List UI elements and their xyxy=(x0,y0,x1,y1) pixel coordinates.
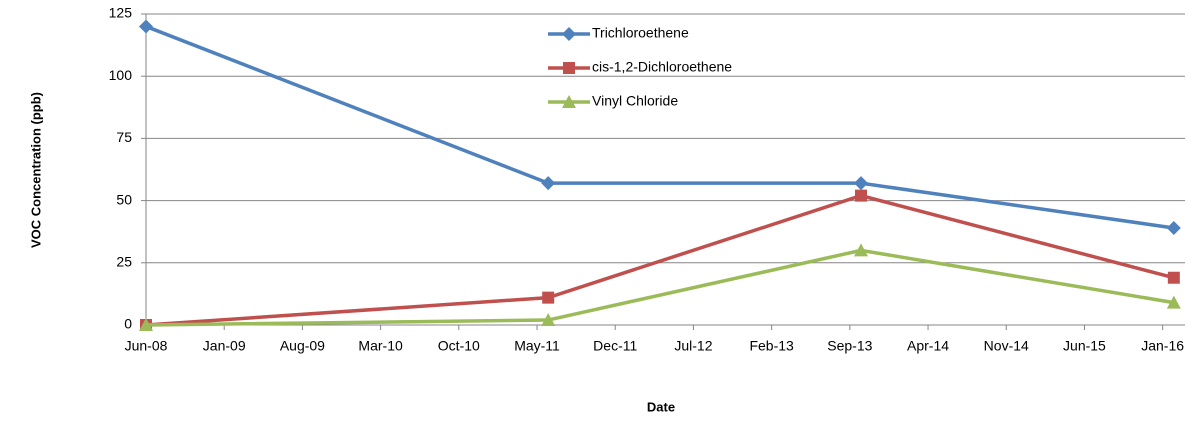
y-tick-label: 100 xyxy=(109,67,133,83)
x-tick-label: Jul-12 xyxy=(674,338,712,354)
y-tick-label: 125 xyxy=(109,5,133,21)
data-point xyxy=(1167,271,1180,284)
legend-label: cis-1,2-Dichloroethene xyxy=(592,59,732,75)
y-tick-label: 50 xyxy=(116,191,132,207)
y-tick-label: 75 xyxy=(116,129,132,145)
x-tick-label: May-11 xyxy=(514,338,560,354)
x-axis-label: Date xyxy=(647,399,675,414)
x-tick-label: Oct-10 xyxy=(438,338,480,354)
series-line xyxy=(145,248,1175,327)
legend-marker xyxy=(563,62,575,74)
data-point xyxy=(1166,220,1181,235)
data-point xyxy=(854,243,869,257)
data-point xyxy=(541,313,556,327)
x-tick-label: Dec-11 xyxy=(593,338,637,354)
y-axis-label: VOC Concentration (ppb) xyxy=(28,92,43,248)
x-tick-label: Feb-13 xyxy=(749,338,794,354)
x-tick-label: Jan-09 xyxy=(203,338,246,354)
series-line xyxy=(145,24,1175,230)
data-point xyxy=(139,19,153,34)
data-point xyxy=(139,318,153,331)
x-tick-label: Apr-14 xyxy=(907,338,949,354)
legend-marker xyxy=(562,95,576,108)
y-tick-label: 25 xyxy=(116,254,132,270)
x-tick-label: Sep-13 xyxy=(827,338,872,354)
x-tick-label: Jun-08 xyxy=(125,338,168,354)
data-point xyxy=(854,176,869,191)
x-tick-label: Jun-15 xyxy=(1063,338,1106,354)
legend-label: Vinyl Chloride xyxy=(592,93,678,109)
legend-marker xyxy=(562,27,576,41)
data-point xyxy=(1166,295,1181,309)
y-tick-label: 0 xyxy=(124,316,132,332)
x-tick-label: Aug-09 xyxy=(280,338,325,354)
data-point xyxy=(541,176,556,191)
legend-label: Trichloroethene xyxy=(592,25,689,41)
x-tick-label: Mar-10 xyxy=(358,338,403,354)
x-tick-label: Jan-16 xyxy=(1141,338,1184,354)
x-tick-label: Nov-14 xyxy=(984,338,1029,354)
data-point xyxy=(542,291,555,304)
data-point xyxy=(855,189,868,202)
series-line xyxy=(145,193,1175,327)
